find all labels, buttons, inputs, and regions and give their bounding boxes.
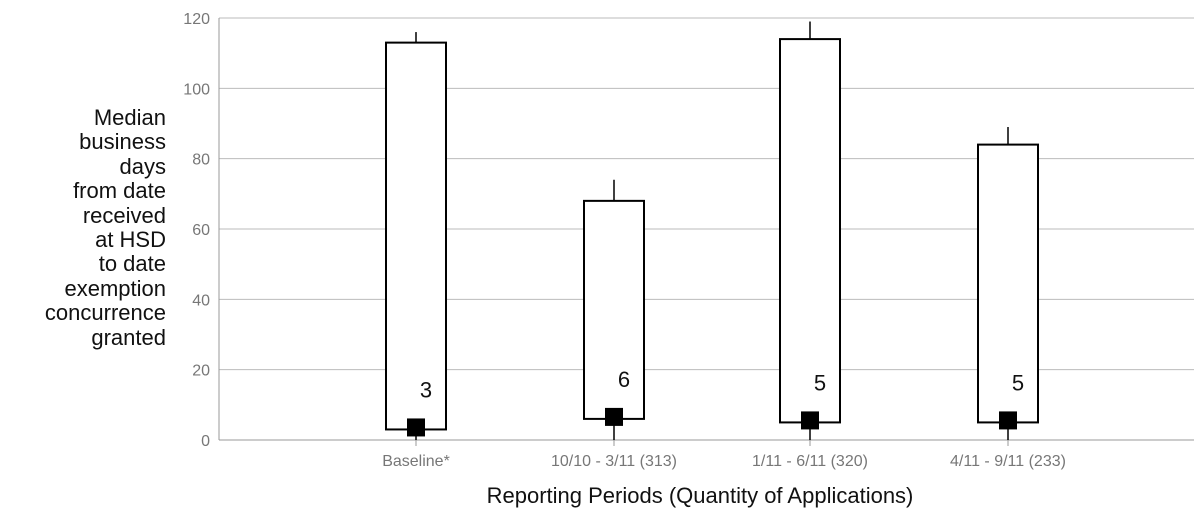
x-tick-label: 10/10 - 3/11 (313) <box>551 453 677 470</box>
x-tick-label: 1/11 - 6/11 (320) <box>752 453 868 470</box>
median-label: 5 <box>814 370 826 395</box>
median-marker <box>605 407 623 426</box>
y-axis-label-line: to date <box>98 251 166 277</box>
y-tick-label: 80 <box>192 152 210 169</box>
box <box>779 38 841 424</box>
y-tick-label: 100 <box>183 81 210 98</box>
y-axis-label: Median business days from date received at HS… <box>0 105 166 350</box>
median-marker <box>999 411 1017 430</box>
x-axis-label: Reporting Periods (Quantity of Applicati… <box>486 483 914 508</box>
box <box>385 41 447 431</box>
y-axis-label-line: exemption <box>64 275 166 301</box>
median-label: 3 <box>420 377 432 402</box>
y-axis-label-line: concurrence <box>44 300 166 326</box>
median-marker <box>407 418 425 437</box>
y-axis-label-line: business <box>79 129 166 155</box>
y-tick-label: 60 <box>192 222 210 239</box>
y-tick-label: 120 <box>183 11 210 28</box>
y-tick-label: 20 <box>192 363 210 380</box>
x-tick-label: 4/11 - 9/11 (233) <box>950 453 1066 470</box>
median-label: 5 <box>1012 370 1024 395</box>
y-axis-label-line: received <box>82 202 166 228</box>
y-axis-label-line: days <box>119 153 166 179</box>
box <box>977 143 1039 424</box>
box <box>583 199 645 420</box>
y-axis-label-line: Median <box>93 105 166 130</box>
y-axis-label-line: granted <box>91 324 166 350</box>
y-tick-label: 0 <box>201 433 210 450</box>
y-axis-label-line: at HSD <box>95 227 166 253</box>
y-tick-label: 40 <box>192 292 210 309</box>
y-axis-label-line: from date <box>73 178 166 204</box>
median-label: 6 <box>618 367 630 392</box>
median-marker <box>801 411 819 430</box>
x-tick-label: Baseline* <box>382 453 450 470</box>
